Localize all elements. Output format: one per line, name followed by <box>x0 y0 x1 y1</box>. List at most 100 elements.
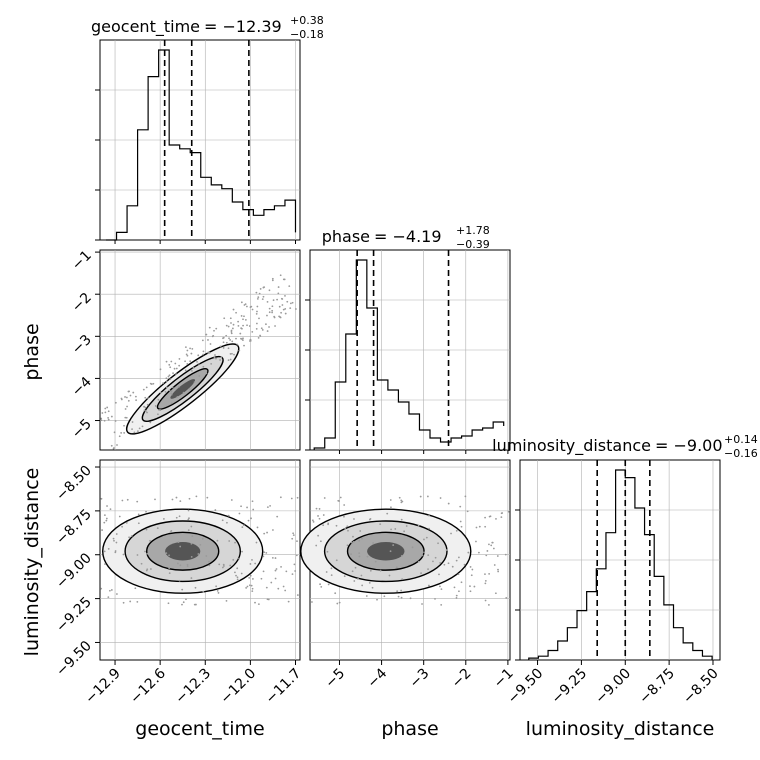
scatter-point <box>134 587 137 590</box>
scatter-point <box>114 550 117 552</box>
scatter-point <box>107 417 110 419</box>
scatter-point <box>184 346 187 349</box>
scatter-point <box>129 600 132 603</box>
scatter-point <box>173 367 176 370</box>
scatter-point <box>400 501 403 504</box>
title-geocent-time: geocent_time <box>91 17 200 37</box>
scatter-point <box>243 315 245 318</box>
title-phase-upper: +1.78 <box>456 224 490 237</box>
scatter-point <box>296 540 298 543</box>
scatter-point <box>420 572 422 575</box>
scatter-point <box>255 328 258 330</box>
scatter-point <box>240 301 243 304</box>
scatter-point <box>210 362 213 365</box>
scatter-point <box>319 583 321 586</box>
scatter-point <box>343 515 345 518</box>
scatter-point <box>170 402 173 405</box>
scatter-point <box>284 307 287 310</box>
scatter-point <box>101 412 104 414</box>
scatter-point <box>237 324 240 327</box>
y-tick-label-luminosity_distance: −9.50 <box>53 638 95 680</box>
scatter-point <box>225 324 228 327</box>
scatter-point <box>268 311 271 314</box>
scatter-point <box>107 547 110 550</box>
scatter-point <box>292 532 295 535</box>
scatter-point <box>249 563 252 565</box>
scatter-point <box>394 528 397 530</box>
scatter-point <box>484 525 487 528</box>
scatter-point <box>188 387 191 390</box>
x-tick-label-luminosity_distance: −8.75 <box>636 666 678 708</box>
scatter-point <box>401 578 404 581</box>
scatter-point <box>460 581 463 584</box>
scatter-point <box>343 575 346 578</box>
scatter-point <box>386 512 389 515</box>
scatter-point <box>450 532 452 535</box>
scatter-point <box>338 601 341 604</box>
scatter-point <box>194 586 197 589</box>
scatter-point <box>428 514 430 517</box>
scatter-point <box>100 497 103 500</box>
scatter-point <box>266 506 269 509</box>
scatter-point <box>145 528 148 531</box>
scatter-point <box>252 508 255 511</box>
scatter-point <box>251 500 254 503</box>
scatter-point <box>284 294 286 297</box>
scatter-point <box>390 528 392 531</box>
scatter-point <box>392 544 395 546</box>
scatter-point <box>225 334 228 337</box>
scatter-point <box>169 378 172 381</box>
scatter-point <box>281 304 284 306</box>
scatter-point <box>227 325 230 328</box>
scatter-point <box>208 326 211 329</box>
scatter-point <box>181 588 184 591</box>
scatter-point <box>469 585 471 588</box>
scatter-point <box>120 397 123 400</box>
scatter-point <box>169 366 172 369</box>
scatter-point <box>218 563 221 566</box>
scatter-point <box>184 360 186 363</box>
scatter-point <box>277 286 280 288</box>
scatter-point <box>107 596 110 599</box>
scatter-point <box>238 349 241 352</box>
scatter-point <box>280 565 282 568</box>
scatter-point <box>469 590 472 593</box>
scatter-point <box>190 525 193 528</box>
scatter-point <box>294 570 297 572</box>
scatter-point <box>327 583 330 586</box>
scatter-point <box>281 298 284 300</box>
scatter-point <box>129 394 132 397</box>
scatter-point <box>124 396 126 398</box>
scatter-point <box>438 573 440 576</box>
scatter-point <box>192 367 195 369</box>
scatter-point <box>457 556 460 559</box>
scatter-point <box>256 526 259 529</box>
scatter-point <box>286 300 289 303</box>
scatter-point <box>427 554 430 557</box>
scatter-point <box>330 567 333 570</box>
scatter-point <box>138 427 141 430</box>
scatter-point <box>232 558 235 561</box>
scatter-point <box>312 520 315 523</box>
scatter-point <box>256 297 259 300</box>
scatter-point <box>254 601 256 604</box>
scatter-point <box>289 302 292 305</box>
y-tick-label-luminosity_distance: −9.25 <box>53 594 95 636</box>
contour-level <box>367 541 405 561</box>
scatter-point <box>178 358 181 360</box>
scatter-point <box>336 602 339 605</box>
scatter-point <box>152 382 155 385</box>
title-phase: phase <box>322 227 370 246</box>
histogram-geocent_time <box>106 49 297 241</box>
scatter-point <box>229 317 232 320</box>
scatter-point <box>225 341 228 344</box>
scatter-point <box>396 590 399 593</box>
scatter-point <box>271 305 274 308</box>
y-tick-label-luminosity_distance: −8.75 <box>53 506 95 548</box>
scatter-point <box>113 431 116 434</box>
scatter-point <box>459 505 462 508</box>
scatter-point <box>411 546 414 549</box>
scatter-point <box>288 285 291 288</box>
scatter-point <box>112 537 115 540</box>
scatter-point <box>221 519 224 522</box>
